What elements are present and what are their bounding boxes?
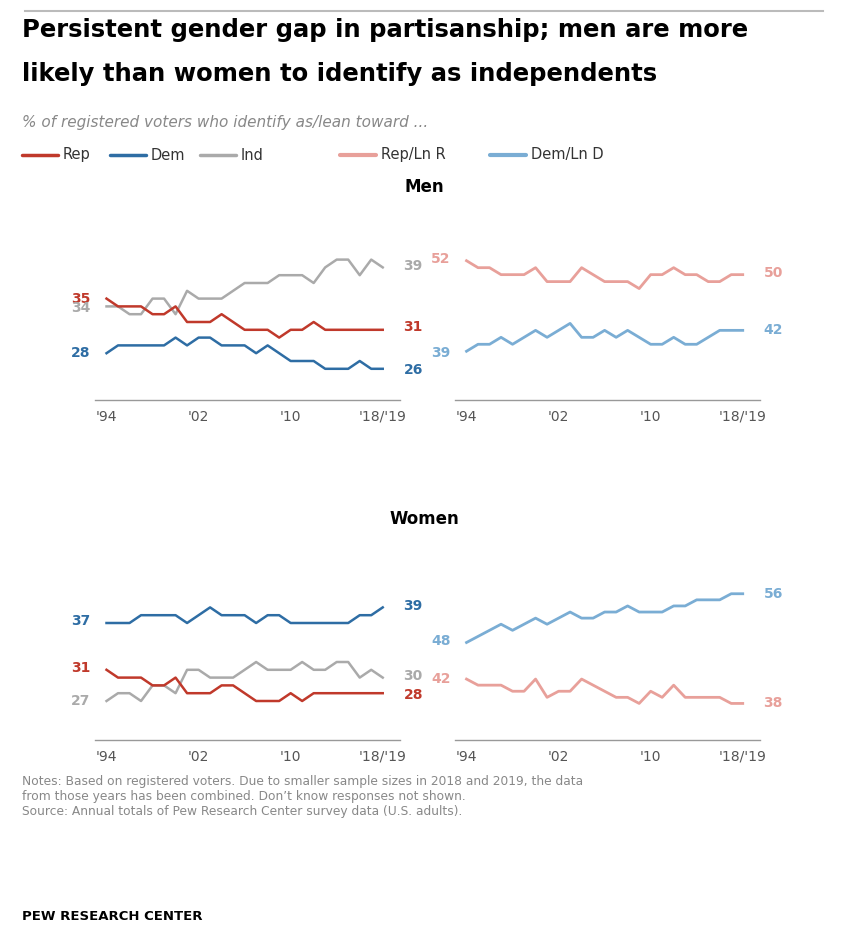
- Text: 30: 30: [404, 669, 422, 683]
- Text: 42: 42: [431, 672, 450, 686]
- Text: 31: 31: [71, 662, 91, 675]
- Text: 48: 48: [431, 634, 450, 648]
- Text: Men: Men: [404, 178, 444, 196]
- Text: 39: 39: [404, 259, 422, 273]
- Text: Dem/Ln D: Dem/Ln D: [531, 148, 604, 163]
- Text: 37: 37: [71, 614, 91, 628]
- Text: 28: 28: [404, 687, 423, 702]
- Text: Women: Women: [389, 510, 459, 528]
- Text: 26: 26: [404, 364, 423, 377]
- Text: 42: 42: [763, 324, 783, 337]
- Text: 39: 39: [404, 599, 422, 613]
- Text: 34: 34: [71, 301, 91, 315]
- Text: 31: 31: [404, 321, 423, 334]
- Text: 28: 28: [71, 347, 91, 360]
- Text: Notes: Based on registered voters. Due to smaller sample sizes in 2018 and 2019,: Notes: Based on registered voters. Due t…: [22, 775, 583, 818]
- Text: Persistent gender gap in partisanship; men are more: Persistent gender gap in partisanship; m…: [22, 18, 748, 42]
- Text: 39: 39: [431, 346, 450, 360]
- Text: 38: 38: [763, 697, 783, 710]
- Text: PEW RESEARCH CENTER: PEW RESEARCH CENTER: [22, 910, 203, 923]
- Text: 27: 27: [71, 694, 91, 708]
- Text: Dem: Dem: [151, 148, 186, 163]
- Text: % of registered voters who identify as/lean toward ...: % of registered voters who identify as/l…: [22, 115, 428, 130]
- Text: 50: 50: [763, 267, 783, 280]
- Text: 52: 52: [431, 252, 450, 267]
- Text: likely than women to identify as independents: likely than women to identify as indepen…: [22, 62, 657, 86]
- Text: 56: 56: [763, 586, 783, 601]
- Text: 35: 35: [71, 291, 91, 306]
- Text: Rep: Rep: [63, 148, 91, 163]
- Text: Ind: Ind: [241, 148, 264, 163]
- Text: Rep/Ln R: Rep/Ln R: [381, 148, 446, 163]
